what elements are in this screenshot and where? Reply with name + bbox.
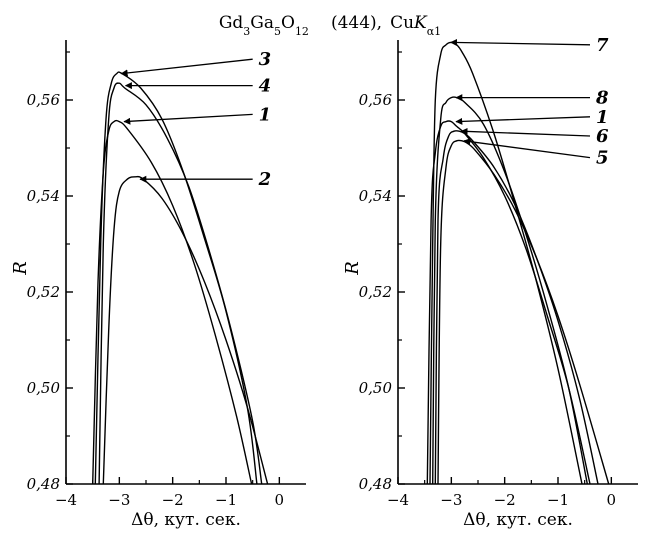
curve-2 [102,175,269,484]
curve-label-4: 4 [259,76,272,97]
y-tick-label: 0,48 [359,475,392,493]
x-tick-label: −1 [215,491,237,509]
curve-label-8: 8 [595,88,609,109]
curve-label-2: 2 [258,169,272,190]
y-tick-label: 0,52 [27,283,60,301]
curves [426,41,610,484]
y-tick-label: 0,50 [27,379,61,397]
curve-5 [437,139,610,484]
curve-1 [426,120,591,484]
y-tick-label: 0,50 [359,379,393,397]
y-tick-label: 0,52 [359,283,392,301]
x-tick-label: −3 [108,491,130,509]
curve-label-3: 3 [259,49,272,70]
curve-6 [434,130,599,484]
curve-3 [94,71,258,484]
x-tick-label: 0 [275,491,285,509]
x-tick-label: −1 [547,491,569,509]
arrow-7 [449,39,591,47]
curve-4 [98,82,263,484]
x-axis-title: Δθ, кут. сек. [131,510,241,530]
x-tick-label: 0 [607,491,617,509]
x-tick-label: −3 [440,491,462,509]
arrow-3 [120,58,253,77]
y-axis-title: R [342,261,363,276]
x-axis-title: Δθ, кут. сек. [463,510,573,530]
curve-1 [92,119,253,484]
x-tick-label: −4 [55,491,77,509]
arrow-5 [463,138,591,159]
panel-right: −4 −3 −2 −1 0 0,48 0,50 0,52 0,54 0,56 Δθ, кут. се… [342,35,638,530]
y-tick-label: 0,48 [27,475,60,493]
y-tick-label: 0,56 [27,91,61,109]
x-tick-label: −2 [494,491,516,509]
curve-label-5: 5 [596,148,609,169]
curve-7 [429,41,583,484]
arrow-1 [455,116,591,125]
panel-left: −4 −3 −2 −1 0 0,48 0,50 0,52 0,54 0,56 Δθ, кут. се… [10,40,306,530]
curve-label-7: 7 [596,35,609,56]
curve-label-6: 6 [596,126,609,147]
y-tick-label: 0,56 [359,91,393,109]
y-tick-label: 0,54 [359,187,392,205]
curve-label-1: 1 [596,107,609,128]
y-axis-title: R [10,261,31,276]
x-tick-label: −4 [387,491,409,509]
x-tick-label: −2 [162,491,184,509]
curve-8 [432,96,588,484]
figure-title: Gd3Ga5O12 (444), CuKα1 [219,13,441,38]
curve-label-1: 1 [259,104,272,125]
y-tick-label: 0,54 [27,187,60,205]
curves [92,71,269,484]
arrow-6 [460,127,591,137]
arrow-1 [123,113,253,125]
